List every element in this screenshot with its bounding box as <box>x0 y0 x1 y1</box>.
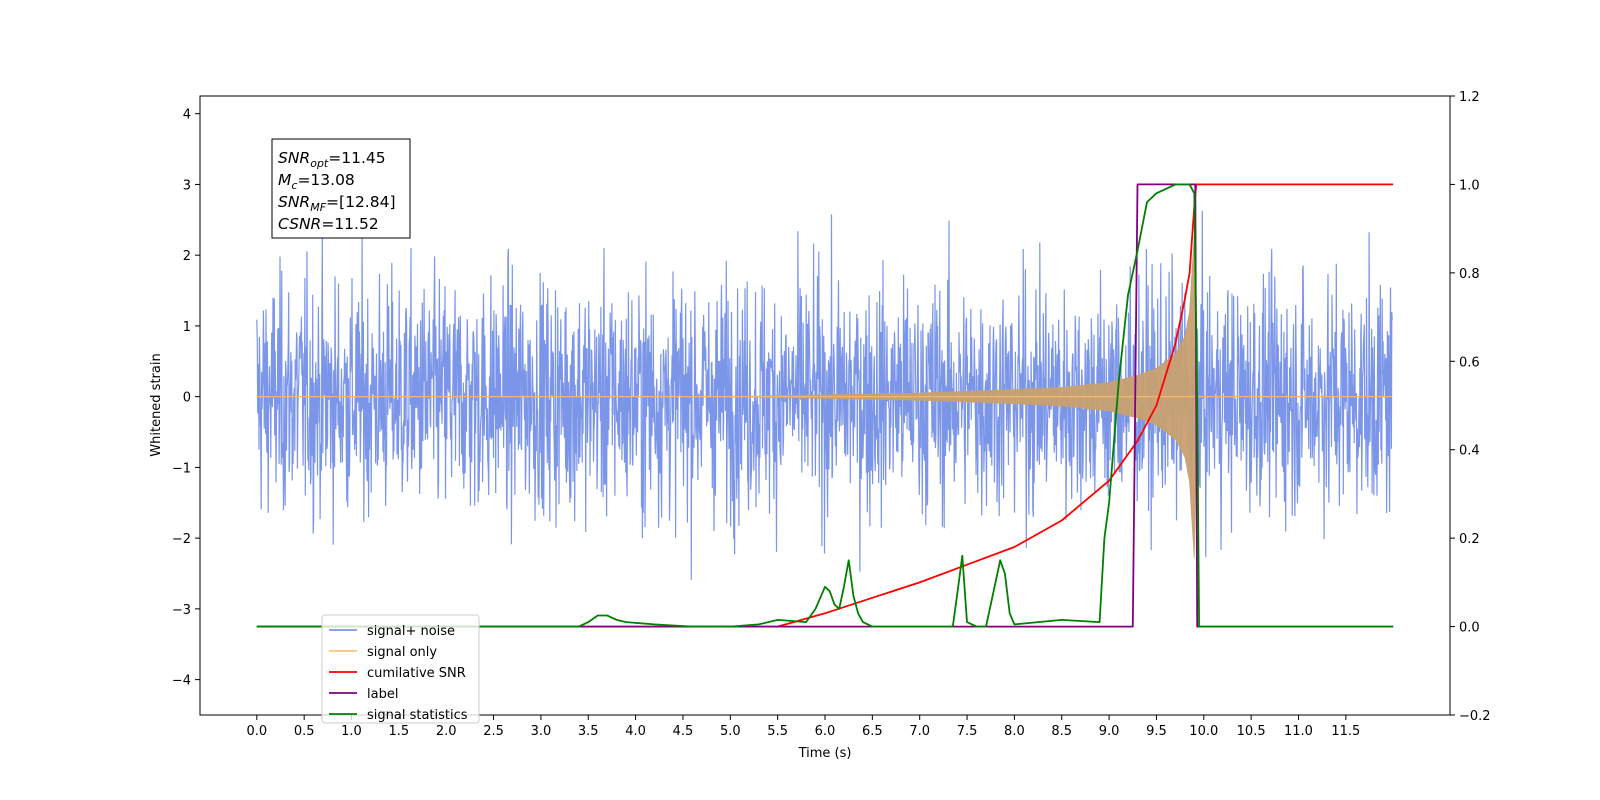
y-right-tick-label: 0.4 <box>1459 444 1480 459</box>
stats-value: =11.52 <box>321 215 378 233</box>
x-tick-label: 4.0 <box>625 724 646 739</box>
x-tick-label: 4.5 <box>673 724 694 739</box>
x-tick-label: 0.0 <box>246 724 267 739</box>
y-axis-right: 1.2 1.0 0.8 0.6 0.4 0.2 0.0 −0.2 <box>1450 90 1491 724</box>
y-left-tick-label: 4 <box>183 108 191 123</box>
x-tick-label: 1.0 <box>341 724 362 739</box>
x-tick-label: 6.5 <box>862 724 883 739</box>
x-tick-label: 5.5 <box>767 724 788 739</box>
legend-label: cumilative SNR <box>367 666 466 681</box>
legend-frame <box>321 614 480 724</box>
x-tick-label: 7.0 <box>909 724 930 739</box>
stats-subscript: opt <box>310 157 329 170</box>
y-axis-label: Whitened strain <box>149 353 164 456</box>
y-right-tick-label: 0.6 <box>1459 355 1480 370</box>
x-tick-label: 11.0 <box>1284 724 1313 739</box>
x-tick-label: 2.5 <box>483 724 504 739</box>
stats-line: SNRopt=11.45 <box>278 149 386 170</box>
y-left-tick-label: 2 <box>183 249 191 264</box>
y-left-tick-label: −2 <box>172 532 191 547</box>
x-tick-label: 9.5 <box>1146 724 1167 739</box>
legend-label: signal only <box>367 645 437 660</box>
stats-line: SNRMF=[12.84] <box>278 193 396 214</box>
stats-subscript: MF <box>310 201 326 214</box>
stats-box-frame <box>271 138 411 239</box>
x-tick-label: 3.5 <box>578 724 599 739</box>
x-tick-label: 1.5 <box>389 724 410 739</box>
y-left-tick-label: 1 <box>183 320 191 335</box>
stats-value: =11.45 <box>328 149 385 167</box>
stats-name: M <box>278 171 291 189</box>
legend-label: signal statistics <box>367 708 468 723</box>
x-tick-label: 11.5 <box>1331 724 1360 739</box>
x-tick-label: 0.5 <box>294 724 315 739</box>
stats-name: SNR <box>278 193 310 211</box>
stats-line: CSNR=11.52 <box>278 215 379 233</box>
stats-box: SNRopt=11.45Mc=13.08SNRMF=[12.84]CSNR=11… <box>271 138 411 239</box>
stats-subscript: c <box>291 179 297 192</box>
series-cumulative-snr-line <box>256 183 1394 628</box>
stats-value: =[12.84] <box>326 193 395 211</box>
stats-name: CSNR <box>278 215 321 233</box>
x-tick-label: 10.5 <box>1237 724 1266 739</box>
x-axis: 0.0 0.5 1.0 1.5 2.0 2.5 3.0 3.5 4.0 4.5 5.0 5.5 6.0 6… <box>246 715 1360 739</box>
y-left-tick-label: −1 <box>172 461 191 476</box>
y-right-tick-label: 0.2 <box>1459 532 1480 547</box>
stats-value: =13.08 <box>297 171 354 189</box>
y-right-tick-label: 1.2 <box>1459 90 1480 105</box>
legend: signal+ noise signal only cumilative SNR la… <box>321 614 480 724</box>
x-tick-label: 8.5 <box>1051 724 1072 739</box>
stats-line: Mc=13.08 <box>278 171 355 192</box>
x-tick-label: 2.0 <box>436 724 457 739</box>
y-right-tick-label: 0.8 <box>1459 267 1480 282</box>
x-tick-label: 6.0 <box>815 724 836 739</box>
y-right-tick-label: 1.0 <box>1459 178 1480 193</box>
y-left-tick-label: 0 <box>183 391 191 406</box>
x-tick-label: 10.0 <box>1189 724 1218 739</box>
x-tick-label: 9.0 <box>1099 724 1120 739</box>
series-layer <box>256 183 1394 628</box>
y-axis-left: 4 3 2 1 0 −1 −2 −3 −4 <box>172 108 200 689</box>
legend-label: signal+ noise <box>367 624 455 639</box>
y-left-tick-label: −4 <box>172 674 191 689</box>
series-signal-noise-line <box>256 210 1393 580</box>
x-tick-label: 8.0 <box>1004 724 1025 739</box>
legend-label: label <box>367 687 398 702</box>
series-signal-statistics-line <box>256 183 1394 628</box>
stats-name: SNR <box>278 149 310 167</box>
y-right-tick-label: −0.2 <box>1459 709 1491 724</box>
x-tick-label: 3.0 <box>531 724 552 739</box>
x-tick-label: 7.5 <box>957 724 978 739</box>
y-left-tick-label: −3 <box>172 603 191 618</box>
y-right-tick-label: 0.0 <box>1459 621 1480 636</box>
y-left-tick-label: 3 <box>183 178 191 193</box>
x-axis-label: Time (s) <box>798 746 852 761</box>
x-tick-label: 5.0 <box>720 724 741 739</box>
